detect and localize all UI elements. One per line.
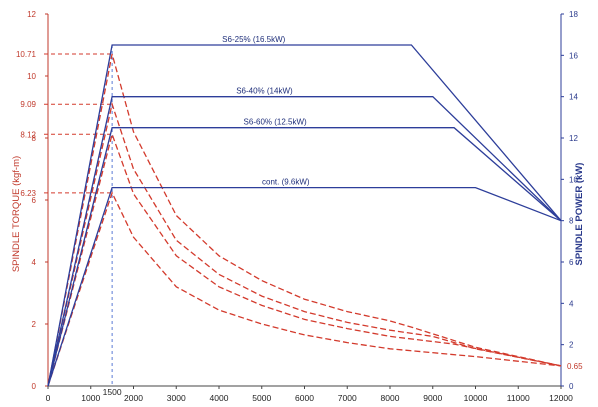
x-axis-ticks: 0 1000 2000 3000 4000 5000 6000 7000 8000 9000 100… xyxy=(46,386,573,403)
right-tick-label: 4 xyxy=(569,299,574,308)
left-tick-label: 12 xyxy=(27,10,36,19)
right-axis-ticks: 0 2 4 6 8 10 12 14 16 18 xyxy=(561,10,578,391)
left-tick-label: 4 xyxy=(32,258,37,267)
torque-curves xyxy=(47,53,562,387)
x-tick-label: 0 xyxy=(46,393,51,403)
y-axis-label-right: SPINDLE POWER (kW) xyxy=(574,163,585,266)
left-tick-label: 0 xyxy=(32,382,37,391)
series-labels: S6-25% (16.5kW) S6-40% (14kW) S6-60% (12.5… xyxy=(222,35,310,187)
x-tick-label: 6000 xyxy=(295,393,314,403)
right-tick-label: 12 xyxy=(569,134,578,143)
power-curve-3 xyxy=(47,127,562,387)
x-tick-label: 4000 xyxy=(210,393,229,403)
right-tick-label: 18 xyxy=(569,10,578,19)
power-series-label: cont. (9.6kW) xyxy=(262,178,310,187)
annotated-tick-label: 10.71 xyxy=(16,50,37,59)
torque-curve-4 xyxy=(47,191,562,387)
power-curves xyxy=(47,44,562,387)
annotated-tick-label: 8.12 xyxy=(20,130,36,139)
right-tick-label: 0 xyxy=(569,382,574,391)
power-curve-1 xyxy=(47,44,562,387)
right-tick-label: 14 xyxy=(569,93,578,102)
x-tick-label: 11000 xyxy=(507,393,530,403)
left-axis-ticks: 0 2 4 6 8 10 12 xyxy=(27,10,48,391)
left-tick-label: 8 xyxy=(32,134,37,143)
right-tick-label: 6 xyxy=(569,258,574,267)
power-curve-2 xyxy=(47,96,562,387)
annotated-tick-label: 0.65 xyxy=(567,362,583,371)
torque-curve-2 xyxy=(47,101,562,387)
y-axis-label-left: SPINDLE TORQUE (kgf-m) xyxy=(11,156,22,272)
x-tick-label: 1000 xyxy=(81,393,100,403)
x-tick-label: 5000 xyxy=(252,393,271,403)
x-tick-label-extra: 1500 xyxy=(103,387,122,397)
right-tick-label: 8 xyxy=(569,217,574,226)
axes xyxy=(47,14,562,387)
power-series-label: S6-25% (16.5kW) xyxy=(222,35,285,44)
x-tick-label: 2000 xyxy=(124,393,143,403)
x-tick-label: 10000 xyxy=(464,393,488,403)
left-tick-label: 2 xyxy=(32,320,37,329)
torque-curve-1 xyxy=(47,53,562,387)
x-tick-label: 9000 xyxy=(423,393,442,403)
right-tick-label: 2 xyxy=(569,341,574,350)
annotated-tick-label: 9.09 xyxy=(20,100,36,109)
x-tick-label: 12000 xyxy=(549,393,573,403)
torque-curve-3 xyxy=(47,132,562,387)
power-curve-4 xyxy=(47,186,562,387)
right-tick-label: 16 xyxy=(569,51,578,60)
left-tick-label: 10 xyxy=(27,72,36,81)
power-series-label: S6-60% (12.5kW) xyxy=(244,118,307,127)
x-tick-label: 3000 xyxy=(167,393,186,403)
power-series-label: S6-40% (14kW) xyxy=(236,87,293,96)
x-tick-label: 7000 xyxy=(338,393,357,403)
right-tick-label: 10 xyxy=(569,175,578,184)
left-tick-label: 6 xyxy=(32,196,37,205)
x-tick-label: 8000 xyxy=(381,393,400,403)
annotated-tick-label: 6.23 xyxy=(20,189,36,198)
